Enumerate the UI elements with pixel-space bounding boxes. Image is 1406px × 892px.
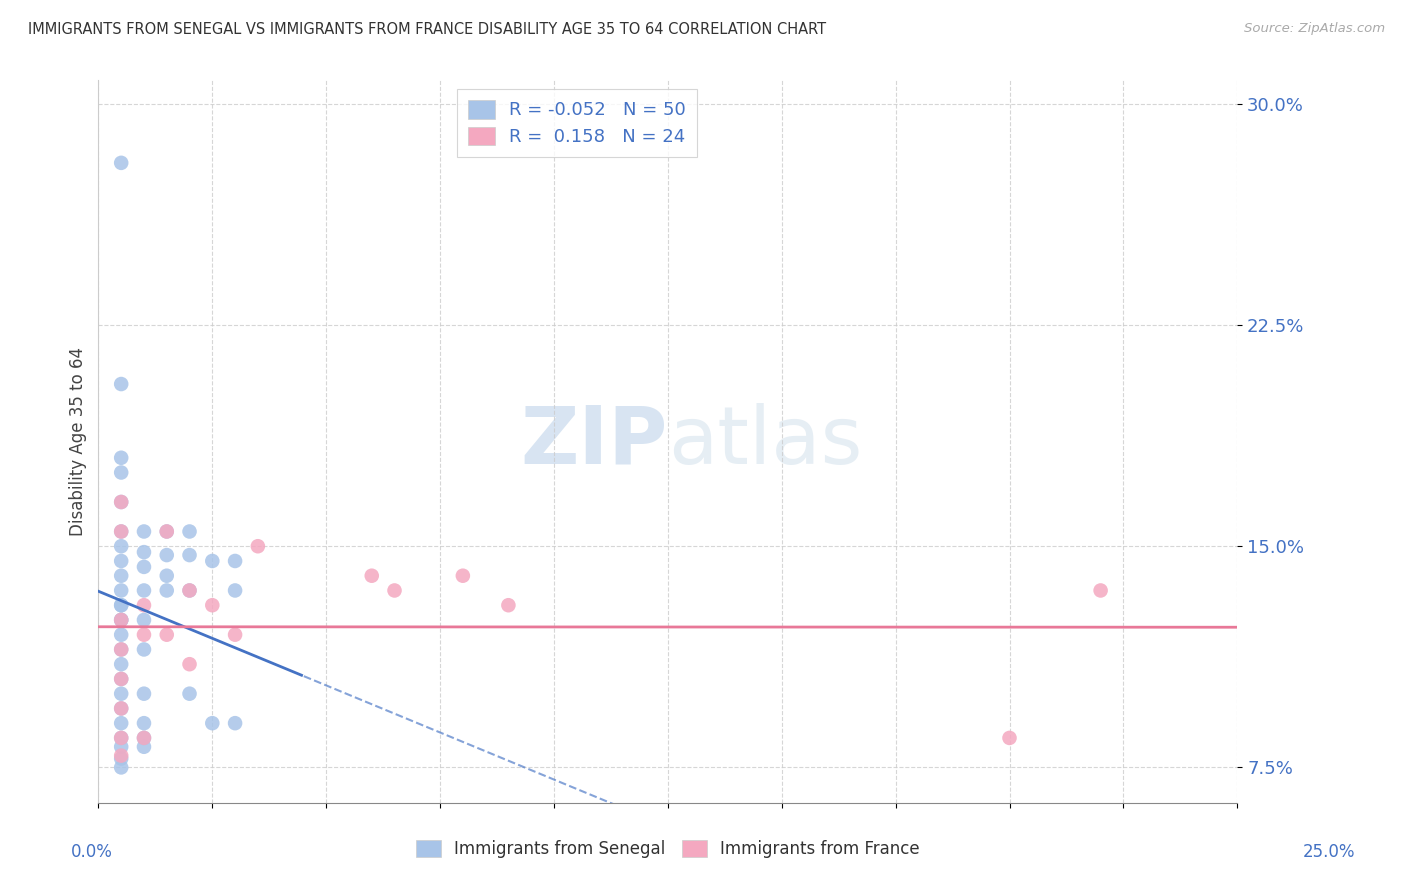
Point	[132, 642, 155, 657]
Point	[384, 583, 406, 598]
Point	[451, 568, 474, 582]
Point	[201, 716, 224, 731]
Point	[110, 672, 132, 686]
Point	[132, 628, 155, 642]
Point	[110, 156, 132, 170]
Point	[634, 805, 657, 819]
Point	[360, 568, 382, 582]
Point	[132, 687, 155, 701]
Point	[110, 598, 132, 612]
Text: atlas: atlas	[668, 402, 862, 481]
Point	[270, 805, 292, 819]
Point	[156, 628, 179, 642]
Point	[132, 524, 155, 539]
Text: ZIP: ZIP	[520, 402, 668, 481]
Text: 25.0%: 25.0%	[1302, 843, 1355, 861]
Y-axis label: Disability Age 35 to 64: Disability Age 35 to 64	[69, 347, 87, 536]
Text: 0.0%: 0.0%	[70, 843, 112, 861]
Point	[110, 628, 132, 642]
Text: Source: ZipAtlas.com: Source: ZipAtlas.com	[1244, 22, 1385, 36]
Point	[110, 568, 132, 582]
Point	[110, 748, 132, 763]
Text: IMMIGRANTS FROM SENEGAL VS IMMIGRANTS FROM FRANCE DISABILITY AGE 35 TO 64 CORREL: IMMIGRANTS FROM SENEGAL VS IMMIGRANTS FR…	[28, 22, 827, 37]
Legend: Immigrants from Senegal, Immigrants from France: Immigrants from Senegal, Immigrants from…	[408, 832, 928, 867]
Point	[179, 583, 201, 598]
Point	[132, 613, 155, 627]
Point	[224, 554, 246, 568]
Point	[110, 731, 132, 745]
Point	[179, 524, 201, 539]
Point	[201, 554, 224, 568]
Point	[110, 716, 132, 731]
Point	[110, 466, 132, 480]
Point	[224, 628, 246, 642]
Point	[110, 613, 132, 627]
Point	[110, 657, 132, 672]
Point	[110, 377, 132, 392]
Point	[132, 545, 155, 559]
Point	[110, 731, 132, 745]
Point	[110, 760, 132, 774]
Point	[156, 524, 179, 539]
Point	[110, 739, 132, 754]
Point	[132, 739, 155, 754]
Point	[132, 598, 155, 612]
Point	[156, 568, 179, 582]
Point	[110, 598, 132, 612]
Point	[110, 450, 132, 465]
Point	[110, 642, 132, 657]
Point	[224, 716, 246, 731]
Point	[132, 560, 155, 574]
Point	[1090, 583, 1112, 598]
Point	[246, 539, 269, 553]
Point	[998, 731, 1021, 745]
Point	[110, 495, 132, 509]
Point	[179, 657, 201, 672]
Point	[110, 613, 132, 627]
Point	[110, 687, 132, 701]
Point	[110, 701, 132, 715]
Point	[201, 598, 224, 612]
Point	[132, 731, 155, 745]
Point	[110, 751, 132, 765]
Point	[110, 524, 132, 539]
Point	[224, 583, 246, 598]
Point	[110, 672, 132, 686]
Point	[179, 583, 201, 598]
Point	[498, 598, 520, 612]
Point	[132, 731, 155, 745]
Point	[156, 548, 179, 562]
Point	[179, 548, 201, 562]
Point	[110, 495, 132, 509]
Point	[110, 642, 132, 657]
Point	[132, 716, 155, 731]
Point	[110, 524, 132, 539]
Point	[179, 687, 201, 701]
Point	[110, 701, 132, 715]
Point	[110, 583, 132, 598]
Point	[156, 524, 179, 539]
Point	[110, 539, 132, 553]
Point	[132, 583, 155, 598]
Point	[110, 613, 132, 627]
Point	[156, 583, 179, 598]
Point	[110, 554, 132, 568]
